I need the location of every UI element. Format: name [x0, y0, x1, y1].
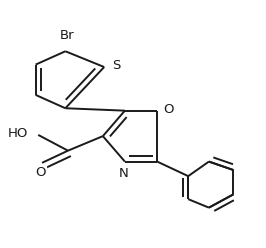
Text: S: S	[113, 59, 121, 72]
Text: HO: HO	[7, 127, 28, 140]
Text: O: O	[163, 103, 173, 116]
Text: Br: Br	[59, 29, 74, 42]
Text: N: N	[119, 167, 128, 180]
Text: O: O	[36, 165, 46, 179]
